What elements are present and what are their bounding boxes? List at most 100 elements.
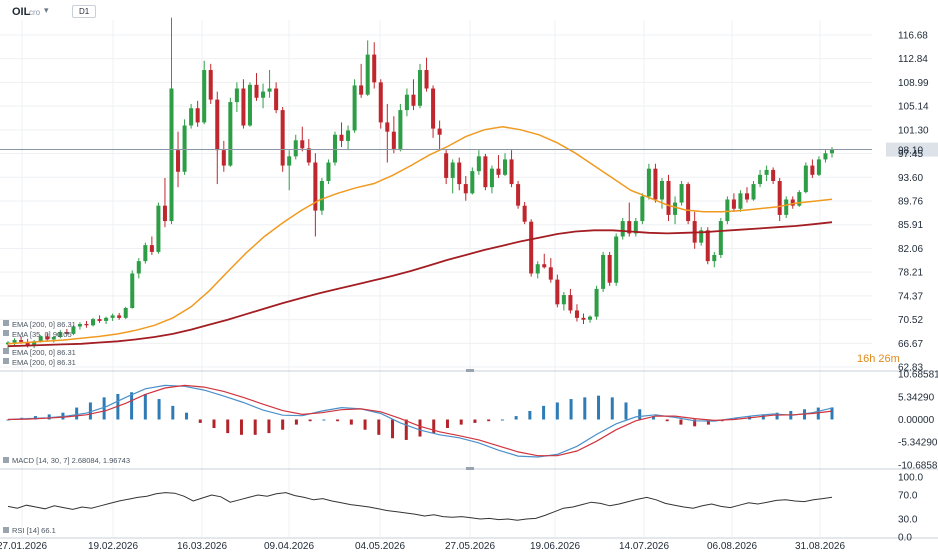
x-tick-label: 06.08.2026 <box>707 541 757 552</box>
candle-body <box>234 88 239 103</box>
candle-body <box>51 336 56 340</box>
candle-body <box>195 108 200 123</box>
price-tick-label: 108.99 <box>898 78 929 89</box>
panel-resize-handle <box>466 369 474 372</box>
macd-tick-label: 0.00000 <box>898 415 935 426</box>
candle-body <box>594 288 599 317</box>
candle-body <box>143 245 148 262</box>
candle-body <box>483 156 488 188</box>
candle-body <box>686 184 691 222</box>
price-tick-label: 66.67 <box>898 339 923 350</box>
macd-histogram-bar <box>404 419 408 440</box>
price-tick-label: 105.14 <box>898 102 929 113</box>
candle-body <box>71 326 76 334</box>
legend-settings-icon <box>3 527 9 533</box>
candle-body <box>293 140 298 157</box>
x-tick-label: 27.01.2026 <box>0 541 47 552</box>
candle-body <box>228 102 233 166</box>
candle-body <box>91 319 96 326</box>
macd-histogram-bar <box>693 419 697 427</box>
candle-body <box>712 254 717 262</box>
candle-body <box>38 336 43 342</box>
price-tick-label: 78.21 <box>898 268 923 279</box>
macd-histogram-bar <box>88 402 92 420</box>
macd-histogram-bar <box>610 397 614 420</box>
macd-histogram-bar <box>487 419 491 422</box>
macd-histogram-bar <box>432 419 436 434</box>
macd-histogram-bar <box>391 419 395 439</box>
ema-legend: EMA [200, 0] 86.31 <box>12 358 76 367</box>
candle-body <box>117 315 122 318</box>
candle-body <box>633 221 638 234</box>
legend-settings-icon <box>3 320 9 326</box>
candle-body <box>156 205 161 252</box>
macd-histogram-bar <box>157 399 161 420</box>
candle-body <box>254 84 259 98</box>
macd-histogram-bar <box>665 419 669 422</box>
candle-body <box>503 159 508 175</box>
price-tick-label: 82.06 <box>898 244 923 255</box>
candle-body <box>404 94 409 111</box>
candle-body <box>19 340 24 342</box>
candle-body <box>215 99 220 151</box>
candle-body <box>829 149 835 154</box>
candle-body <box>391 131 396 149</box>
macd-histogram-bar <box>281 419 285 430</box>
candle-body <box>699 230 704 243</box>
legend-settings-icon <box>3 358 9 364</box>
price-tick-label: 116.68 <box>898 31 928 42</box>
candle-body <box>359 85 364 95</box>
candle-body <box>437 128 442 135</box>
rsi-legend: RSI [14] 66.1 <box>12 526 56 535</box>
macd-signal-line <box>7 384 833 457</box>
legend-settings-icon <box>3 330 9 336</box>
macd-histogram-bar <box>226 419 230 434</box>
candle-body <box>32 341 37 345</box>
macd-histogram-bar <box>294 419 298 425</box>
symbol-label[interactable]: OIL <box>12 6 31 18</box>
macd-panel[interactable]: MACD [14, 30, 7] 2.68084, 1.96743 <box>3 384 834 465</box>
candle-body <box>744 193 749 200</box>
x-tick-label: 04.05.2026 <box>355 541 405 552</box>
candle-body <box>58 332 63 337</box>
macd-histogram-bar <box>130 392 134 420</box>
candle-body <box>431 88 436 129</box>
candle-body <box>182 125 187 172</box>
ema-legend: EMA [35, 0] 90.05 <box>12 330 72 339</box>
candle-body <box>417 70 423 106</box>
candle-body <box>339 134 344 141</box>
candle-body <box>352 85 357 131</box>
macd-histogram-bar <box>75 407 79 420</box>
candle-body <box>607 254 612 283</box>
price-tick-label: 62.83 <box>898 363 923 374</box>
grid <box>0 20 872 537</box>
candle-body <box>718 221 723 255</box>
macd-histogram-bar <box>651 416 655 420</box>
candle-body <box>790 199 795 206</box>
candle-body <box>444 153 449 178</box>
rsi-panel[interactable]: RSI [14] 66.1 <box>3 492 833 535</box>
price-tick-label: 85.91 <box>898 220 923 231</box>
candle-body <box>496 168 501 175</box>
macd-histogram-bar <box>363 419 367 430</box>
candle-body <box>476 156 481 172</box>
timeframe-selector[interactable]: D1 <box>72 5 97 18</box>
chevron-down-icon[interactable]: ▾ <box>44 5 49 15</box>
current-price-label: 98.10 <box>898 146 923 157</box>
macd-histogram-bar <box>583 397 587 420</box>
macd-histogram-bar <box>322 419 326 421</box>
macd-histogram-bar <box>761 414 765 420</box>
candle-body <box>136 261 141 274</box>
candle-body <box>823 153 828 160</box>
macd-histogram-bar <box>555 402 559 420</box>
macd-histogram-bar <box>308 419 312 422</box>
candle-body <box>725 199 730 222</box>
ema-legend: EMA [200, 0] 86.31 <box>12 320 76 329</box>
candle-body <box>97 319 102 321</box>
x-tick-label: 27.05.2026 <box>445 541 495 552</box>
macd-histogram-bar <box>349 419 353 425</box>
candle-body <box>803 165 808 193</box>
candle-body <box>221 150 226 166</box>
